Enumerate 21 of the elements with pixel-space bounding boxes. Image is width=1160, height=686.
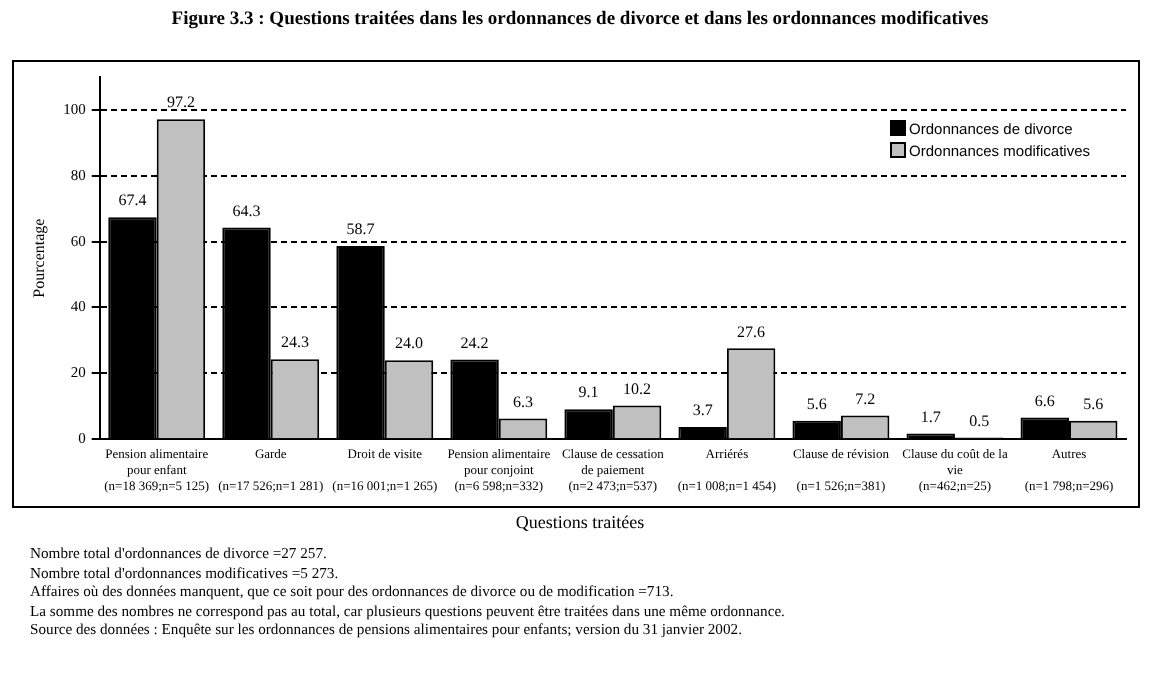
data-label: 0.5: [969, 411, 990, 430]
data-label: 58.7: [346, 220, 375, 239]
data-label: 5.6: [1083, 394, 1104, 413]
data-label: 9.1: [578, 383, 599, 402]
data-label: 27.6: [737, 322, 766, 341]
x-axis-title: Questions traitées: [513, 512, 647, 532]
data-label: 24.0: [395, 334, 424, 353]
data-label: 97.2: [166, 93, 195, 112]
data-label: 5.6: [806, 394, 827, 413]
data-label: 64.3: [232, 201, 261, 220]
data-label: 24.3: [280, 333, 309, 352]
data-label: 67.4: [118, 191, 147, 210]
y-axis-title: Pourcentage: [29, 217, 48, 298]
data-label: 3.7: [692, 401, 713, 420]
chart-title: Figure 3.3 : Questions traitées dans les ordonnances de divorce et dans les ordonnances modificatives: [169, 10, 991, 34]
data-label: 6.6: [1034, 391, 1055, 410]
data-label: 1.7: [920, 407, 941, 426]
data-label: 10.2: [623, 379, 652, 398]
data-label: 6.3: [513, 392, 534, 411]
data-label: 7.2: [855, 389, 876, 408]
data-label: 24.2: [460, 333, 489, 352]
